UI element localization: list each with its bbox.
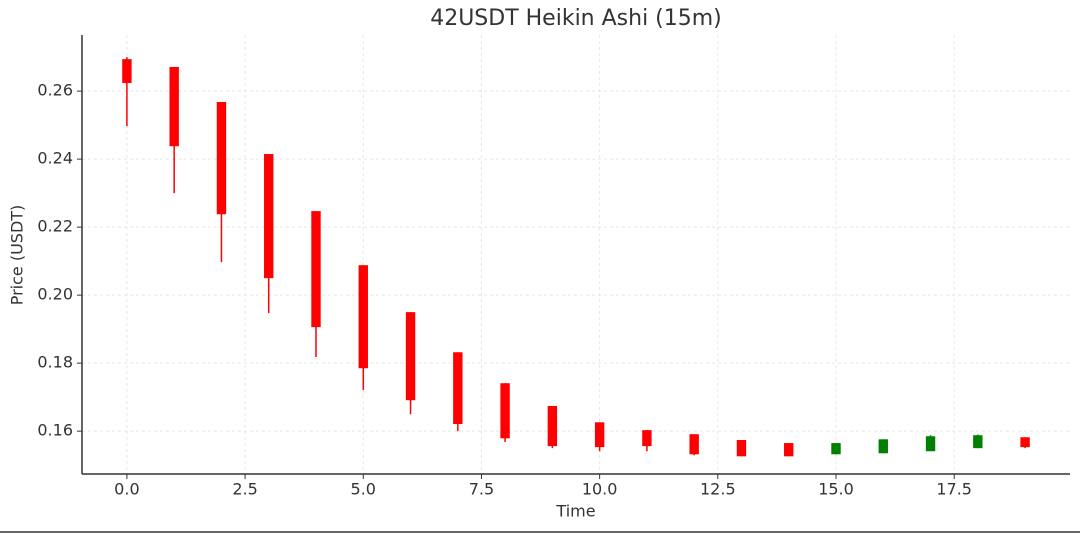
candle-body [784, 443, 794, 457]
candle-body [1020, 437, 1030, 448]
candle-body [594, 422, 605, 448]
x-axis-label: Time [555, 502, 595, 521]
candle-body [264, 154, 274, 279]
candle-body [405, 312, 416, 401]
candle-body [831, 443, 841, 455]
y-tick-label: 0.20 [37, 285, 73, 304]
candle-body [973, 435, 983, 449]
candle-body [642, 430, 652, 447]
x-tick-label: 10.0 [582, 480, 618, 499]
x-tick-label: 15.0 [818, 480, 854, 499]
chart-title: 42USDT Heikin Ashi (15m) [430, 6, 722, 31]
candle-body [122, 59, 132, 83]
x-tick-label: 17.5 [936, 480, 972, 499]
candle-body [878, 439, 888, 454]
y-tick-label: 0.26 [37, 81, 73, 100]
y-tick-label: 0.24 [37, 149, 73, 168]
x-tick-label: 0.0 [114, 480, 139, 499]
y-tick-label: 0.16 [37, 421, 73, 440]
y-axis-label: Price (USDT) [8, 205, 27, 306]
y-tick-label: 0.22 [37, 217, 73, 236]
candle-body [736, 439, 747, 457]
candle-body [925, 436, 936, 452]
candle-body [547, 405, 558, 447]
candle-body [311, 211, 321, 328]
x-tick-label: 7.5 [469, 480, 494, 499]
candle-body [500, 383, 510, 439]
x-tick-label: 2.5 [232, 480, 257, 499]
candle-body [169, 66, 179, 147]
candle-body [216, 101, 227, 215]
candle-body [358, 265, 368, 369]
x-tick-label: 5.0 [351, 480, 376, 499]
x-tick-label: 12.5 [700, 480, 736, 499]
candle-body [453, 352, 463, 425]
y-tick-label: 0.18 [37, 353, 73, 372]
candle-body [689, 434, 699, 455]
